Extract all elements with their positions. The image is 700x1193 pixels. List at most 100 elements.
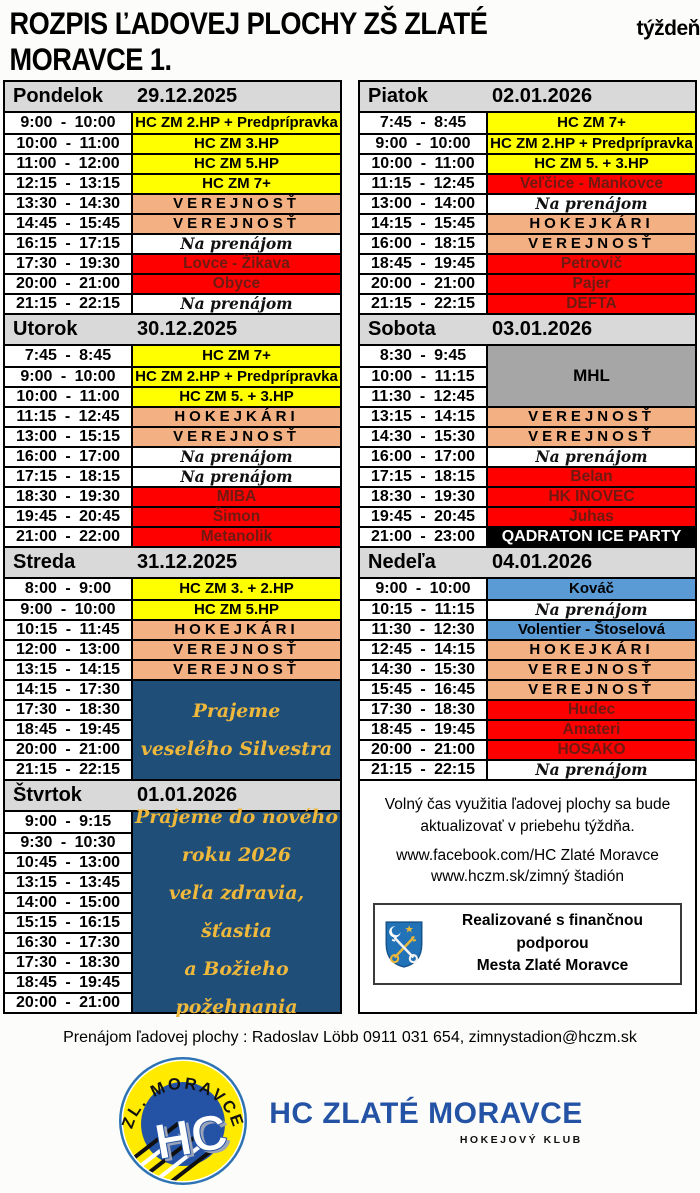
support-line2: Mesta Zlaté Moravce [476, 957, 629, 975]
time-slot: 9:00 - 9:15 [5, 812, 133, 832]
activity-cell: Pajer [488, 273, 695, 293]
support-box: Realizované s finančnou podporou Mesta Z… [373, 903, 682, 985]
time-slot: 14:30 - 15:30 [360, 426, 488, 446]
time-slot: 9:00 - 10:00 [360, 579, 488, 599]
activity-cell: Na prenájom [488, 193, 695, 213]
time-slot: 10:45 - 13:00 [5, 852, 133, 872]
time-slot: 8:30 - 9:45 [360, 346, 488, 366]
time-slot: 14:15 - 15:45 [360, 213, 488, 233]
time-slot: 21:15 - 22:15 [360, 293, 488, 313]
activity-cell: Juhas [488, 506, 695, 526]
time-slot: 11:15 - 12:45 [5, 406, 133, 426]
time-slot: 20:00 - 21:00 [5, 273, 133, 293]
activity-cell: Obyce [133, 273, 340, 293]
day-section-piatok: Piatok 02.01.2026 7:45 - 8:45 HC ZM 7+ 9:00 … [358, 80, 697, 315]
schedule-grid: Pondelok 29.12.2025 9:00 - 10:00 HC ZM 2.HP… [0, 80, 700, 1018]
activity-cell: HC ZM 5.HP [133, 153, 340, 173]
activity-cell: MHL [488, 346, 695, 406]
time-slot: 13:00 - 14:00 [360, 193, 488, 213]
time-slot: 11:30 - 12:30 [360, 619, 488, 639]
time-slot: 7:45 - 8:45 [5, 346, 133, 366]
time-slot: 9:00 - 10:00 [5, 113, 133, 133]
activity-cell: HOKEJKÁRI [133, 619, 340, 639]
time-slot: 10:00 - 11:00 [5, 133, 133, 153]
time-slot: 17:30 - 19:30 [5, 253, 133, 273]
time-slot: 13:00 - 15:15 [5, 426, 133, 446]
activity-cell: VEREJNOSŤ [488, 406, 695, 426]
activity-cell: HC ZM 3.HP [133, 133, 340, 153]
time-slot: 10:15 - 11:45 [5, 619, 133, 639]
activity-cell: HC ZM 5. + 3.HP [488, 153, 695, 173]
page-title: ROZPIS ĽADOVEJ PLOCHY ZŠ ZLATÉ MORAVCE 1… [0, 0, 700, 80]
update-note: Volný čas využitia ľadovej plochy sa bud… [384, 796, 671, 835]
time-slot: 19:45 - 20:45 [360, 506, 488, 526]
activity-cell: HOKEJKÁRI [488, 213, 695, 233]
activity-cell: VEREJNOSŤ [488, 659, 695, 679]
day-grid: 7:45 - 8:45 HC ZM 7+ 9:00 - 10:00 HC ZM 2.H… [360, 113, 695, 313]
time-slot: 16:30 - 17:30 [5, 932, 133, 952]
activity-cell: VEREJNOSŤ [133, 193, 340, 213]
time-slot: 9:00 - 10:00 [360, 133, 488, 153]
time-slot: 18:30 - 19:30 [5, 486, 133, 506]
time-slot: 12:45 - 14:15 [360, 639, 488, 659]
time-slot: 18:45 - 19:45 [5, 719, 133, 739]
schedule-column-left: Pondelok 29.12.2025 9:00 - 10:00 HC ZM 2.HP… [3, 80, 342, 1018]
time-slot: 17:15 - 18:15 [360, 466, 488, 486]
time-slot: 16:15 - 17:15 [5, 233, 133, 253]
activity-cell: HOKEJKÁRI [133, 406, 340, 426]
day-header-piatok: Piatok 02.01.2026 [360, 82, 695, 113]
time-slot: 20:00 - 21:00 [360, 739, 488, 759]
support-text: Realizované s finančnou podporou Mesta Z… [433, 910, 672, 977]
day-date: 01.01.2026 [137, 784, 238, 806]
time-slot: 9:00 - 10:00 [5, 599, 133, 619]
day-name: Nedeľa [368, 551, 436, 573]
time-slot: 9:30 - 10:30 [5, 832, 133, 852]
activity-cell: MIBA [133, 486, 340, 506]
day-section-sobota: Sobota 03.01.2026 8:30 - 9:45 MHL 10:00 - 11… [358, 313, 697, 548]
day-header-utorok: Utorok 30.12.2025 [5, 315, 340, 346]
time-slot: 11:30 - 12:45 [360, 386, 488, 406]
time-slot: 17:30 - 18:30 [360, 699, 488, 719]
activity-cell: Na prenájom [133, 293, 340, 313]
day-section-streda: Streda 31.12.2025 8:00 - 9:00 HC ZM 3. + 2.… [3, 546, 342, 781]
activity-cell: HC ZM 7+ [133, 173, 340, 193]
day-date: 29.12.2025 [137, 85, 238, 107]
time-slot: 18:45 - 19:45 [5, 972, 133, 992]
activity-cell: Na prenájom [488, 599, 695, 619]
time-slot: 19:45 - 20:45 [5, 506, 133, 526]
club-subtitle: HOKEJOVÝ KLUB [459, 1133, 583, 1146]
time-slot: 13:30 - 14:30 [5, 193, 133, 213]
time-slot: 8:00 - 9:00 [5, 579, 133, 599]
time-slot: 10:00 - 11:00 [360, 153, 488, 173]
time-slot: 13:15 - 13:45 [5, 872, 133, 892]
day-name: Pondelok [13, 85, 104, 107]
activity-cell: VEREJNOSŤ [133, 659, 340, 679]
club-text: HC ZLATÉ MORAVCE HOKEJOVÝ KLUB [269, 1097, 583, 1146]
time-slot: 14:45 - 15:45 [5, 213, 133, 233]
activity-cell: HC ZM 7+ [488, 113, 695, 133]
time-slot: 17:30 - 18:30 [5, 699, 133, 719]
time-slot: 11:15 - 12:45 [360, 173, 488, 193]
club-badge-icon: ZL. MORAVCE HC HC [119, 1057, 248, 1185]
activity-cell: HK INOVEC [488, 486, 695, 506]
day-name: Sobota [368, 318, 436, 340]
club-name: HC ZLATÉ MORAVCE [269, 1096, 583, 1130]
day-header-streda: Streda 31.12.2025 [5, 548, 340, 579]
activity-cell: Prajeme veselého Silvestra [133, 679, 340, 779]
time-slot: 21:15 - 22:15 [360, 759, 488, 779]
time-slot: 18:45 - 19:45 [360, 719, 488, 739]
day-date: 04.01.2026 [492, 551, 593, 573]
time-slot: 12:00 - 13:00 [5, 639, 133, 659]
activity-cell: Hudec [488, 699, 695, 719]
day-grid: 9:00 - 10:00 HC ZM 2.HP + Predprípravka 10… [5, 113, 340, 313]
activity-cell: Prajeme do nového roku 2026 veľa zdravia… [133, 806, 340, 1018]
activity-cell: Šimon [133, 506, 340, 526]
info-panel: Volný čas využitia ľadovej plochy sa bud… [358, 779, 697, 1014]
activity-cell: VEREJNOSŤ [488, 426, 695, 446]
city-coat-of-arms-icon [385, 921, 423, 968]
time-slot: 7:45 - 8:45 [360, 113, 488, 133]
activity-cell: HOKEJKÁRI [488, 639, 695, 659]
time-slot: 13:15 - 14:15 [5, 659, 133, 679]
time-slot: 15:45 - 16:45 [360, 679, 488, 699]
